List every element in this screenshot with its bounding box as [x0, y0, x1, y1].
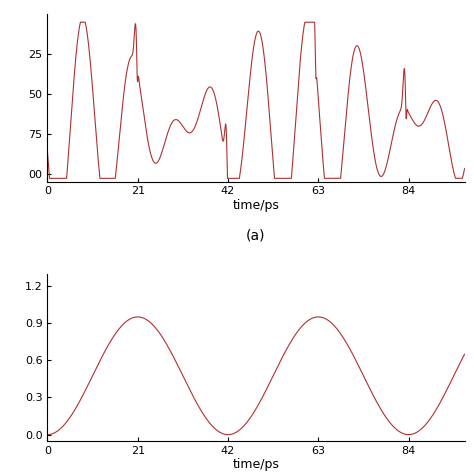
- X-axis label: time/ps: time/ps: [233, 458, 279, 472]
- X-axis label: time/ps: time/ps: [233, 199, 279, 212]
- Text: (a): (a): [246, 228, 266, 242]
